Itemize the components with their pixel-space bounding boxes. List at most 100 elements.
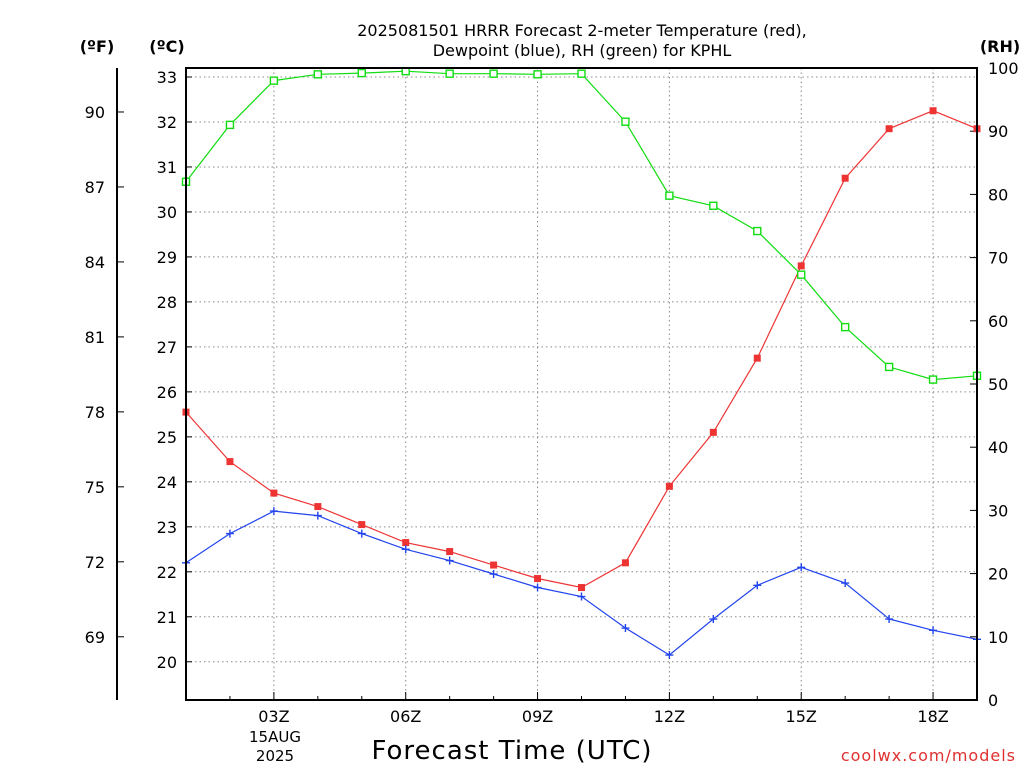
fahrenheit-tick-label: 87 (85, 178, 105, 197)
date-label-year: 2025 (256, 747, 294, 765)
rh-data-point (709, 201, 718, 210)
celsius-tick-label: 31 (157, 158, 177, 177)
rh-unit-label: (RH) (980, 37, 1020, 56)
rh-data-point (357, 68, 366, 78)
rh-data-point (621, 117, 630, 126)
fahrenheit-tick-label: 72 (85, 553, 105, 572)
temperature-data-point (797, 262, 805, 270)
celsius-tick-label: 30 (157, 203, 177, 222)
temperature-series-line (185, 110, 978, 589)
dewpoint-data-point (841, 579, 850, 588)
dewpoint-data-point (665, 651, 674, 660)
x-tick-label: 03Z (258, 707, 289, 726)
fahrenheit-tick-label: 90 (85, 103, 105, 122)
x-axis-label: Forecast Time (UTC) (371, 736, 652, 766)
rh-tick-label: 60 (988, 312, 1008, 331)
plot-frame (185, 67, 978, 701)
temperature-data-point (402, 539, 410, 547)
temperature-data-point (929, 107, 937, 115)
dewpoint-data-point (885, 615, 894, 624)
celsius-unit-label: (ºC) (149, 37, 184, 56)
series-layer (181, 66, 982, 660)
rh-data-point (753, 226, 762, 236)
celsius-tick-label: 23 (157, 518, 177, 537)
chart-title-line-1: 2025081501 HRRR Forecast 2-meter Tempera… (357, 21, 807, 40)
temperature-data-point (665, 482, 673, 490)
temperature-data-point (226, 458, 234, 466)
axis-ticks: 20 21 22 23 24 25 26 27 28 29 30 31 32 33 03Z 06Z 09Z 12Z… (85, 59, 1019, 726)
celsius-tick-label: 20 (157, 653, 177, 672)
celsius-tick-label: 26 (157, 383, 177, 402)
rh-data-point (840, 322, 850, 332)
celsius-tick-label: 32 (157, 113, 177, 132)
temperature-data-point (446, 548, 454, 556)
dewpoint-data-point (445, 556, 454, 565)
chart-title-line-2: Dewpoint (blue), RH (green) for KPHL (433, 41, 732, 60)
celsius-tick-label: 21 (157, 608, 177, 627)
rh-data-point (577, 69, 586, 78)
celsius-tick-label: 33 (157, 68, 177, 87)
rh-tick-label: 0 (988, 691, 998, 710)
dewpoint-data-point (577, 592, 586, 601)
celsius-tick-label: 22 (157, 563, 177, 582)
rh-tick-label: 20 (988, 565, 1008, 584)
temperature-data-point (709, 428, 717, 436)
watermark: coolwx.com/models (841, 746, 1016, 765)
dewpoint-series-line (185, 510, 978, 656)
rh-data-point (884, 362, 894, 372)
rh-data-point (533, 70, 542, 79)
rh-tick-label: 30 (988, 501, 1008, 520)
dewpoint-data-point (929, 626, 938, 635)
temperature-data-point (578, 584, 585, 592)
dewpoint-data-point (225, 529, 234, 538)
temperature-data-point (753, 354, 761, 362)
temperature-data-point (534, 575, 542, 583)
rh-data-point (445, 69, 454, 78)
rh-tick-label: 70 (988, 249, 1008, 268)
dewpoint-data-point (709, 615, 718, 624)
date-label-day: 15AUG (249, 728, 301, 746)
dewpoint-data-point (797, 563, 806, 572)
celsius-tick-label: 28 (157, 293, 177, 312)
temperature-data-point (314, 503, 322, 511)
rh-data-point (225, 120, 235, 130)
rh-tick-label: 40 (988, 438, 1008, 457)
fahrenheit-tick-label: 81 (85, 328, 105, 347)
dewpoint-data-point (401, 545, 410, 554)
x-tick-label: 09Z (522, 707, 553, 726)
dewpoint-data-point (489, 570, 498, 579)
temperature-data-point (490, 561, 498, 569)
rh-data-point (665, 191, 674, 200)
rh-tick-label: 50 (988, 375, 1008, 394)
dewpoint-data-point (533, 583, 542, 592)
temperature-data-point (621, 559, 629, 567)
temperature-data-point (841, 174, 849, 182)
dewpoint-data-point (753, 581, 762, 590)
rh-data-point (489, 69, 498, 78)
fahrenheit-tick-label: 75 (85, 478, 105, 497)
celsius-tick-label: 29 (157, 248, 177, 267)
dewpoint-data-point (621, 624, 630, 633)
celsius-tick-label: 24 (157, 473, 177, 492)
rh-data-point (269, 76, 279, 85)
dewpoint-data-point (357, 529, 366, 538)
celsius-tick-label: 25 (157, 428, 177, 447)
temperature-data-point (270, 489, 278, 497)
rh-data-point (928, 375, 938, 384)
fahrenheit-tick-label: 78 (85, 403, 105, 422)
celsius-tick-label: 27 (157, 338, 177, 357)
fahrenheit-tick-label: 69 (85, 628, 105, 647)
rh-tick-label: 90 (988, 122, 1008, 141)
x-tick-label: 15Z (786, 707, 817, 726)
fahrenheit-unit-label: (ºF) (80, 37, 115, 56)
temperature-data-point (358, 521, 366, 529)
rh-data-point (313, 70, 323, 79)
rh-series-line (185, 70, 978, 381)
temperature-data-point (885, 125, 893, 133)
dewpoint-data-point (269, 507, 278, 516)
rh-tick-label: 100 (988, 59, 1019, 78)
x-tick-label: 18Z (917, 707, 948, 726)
rh-data-point (797, 270, 806, 279)
x-tick-label: 06Z (390, 707, 421, 726)
